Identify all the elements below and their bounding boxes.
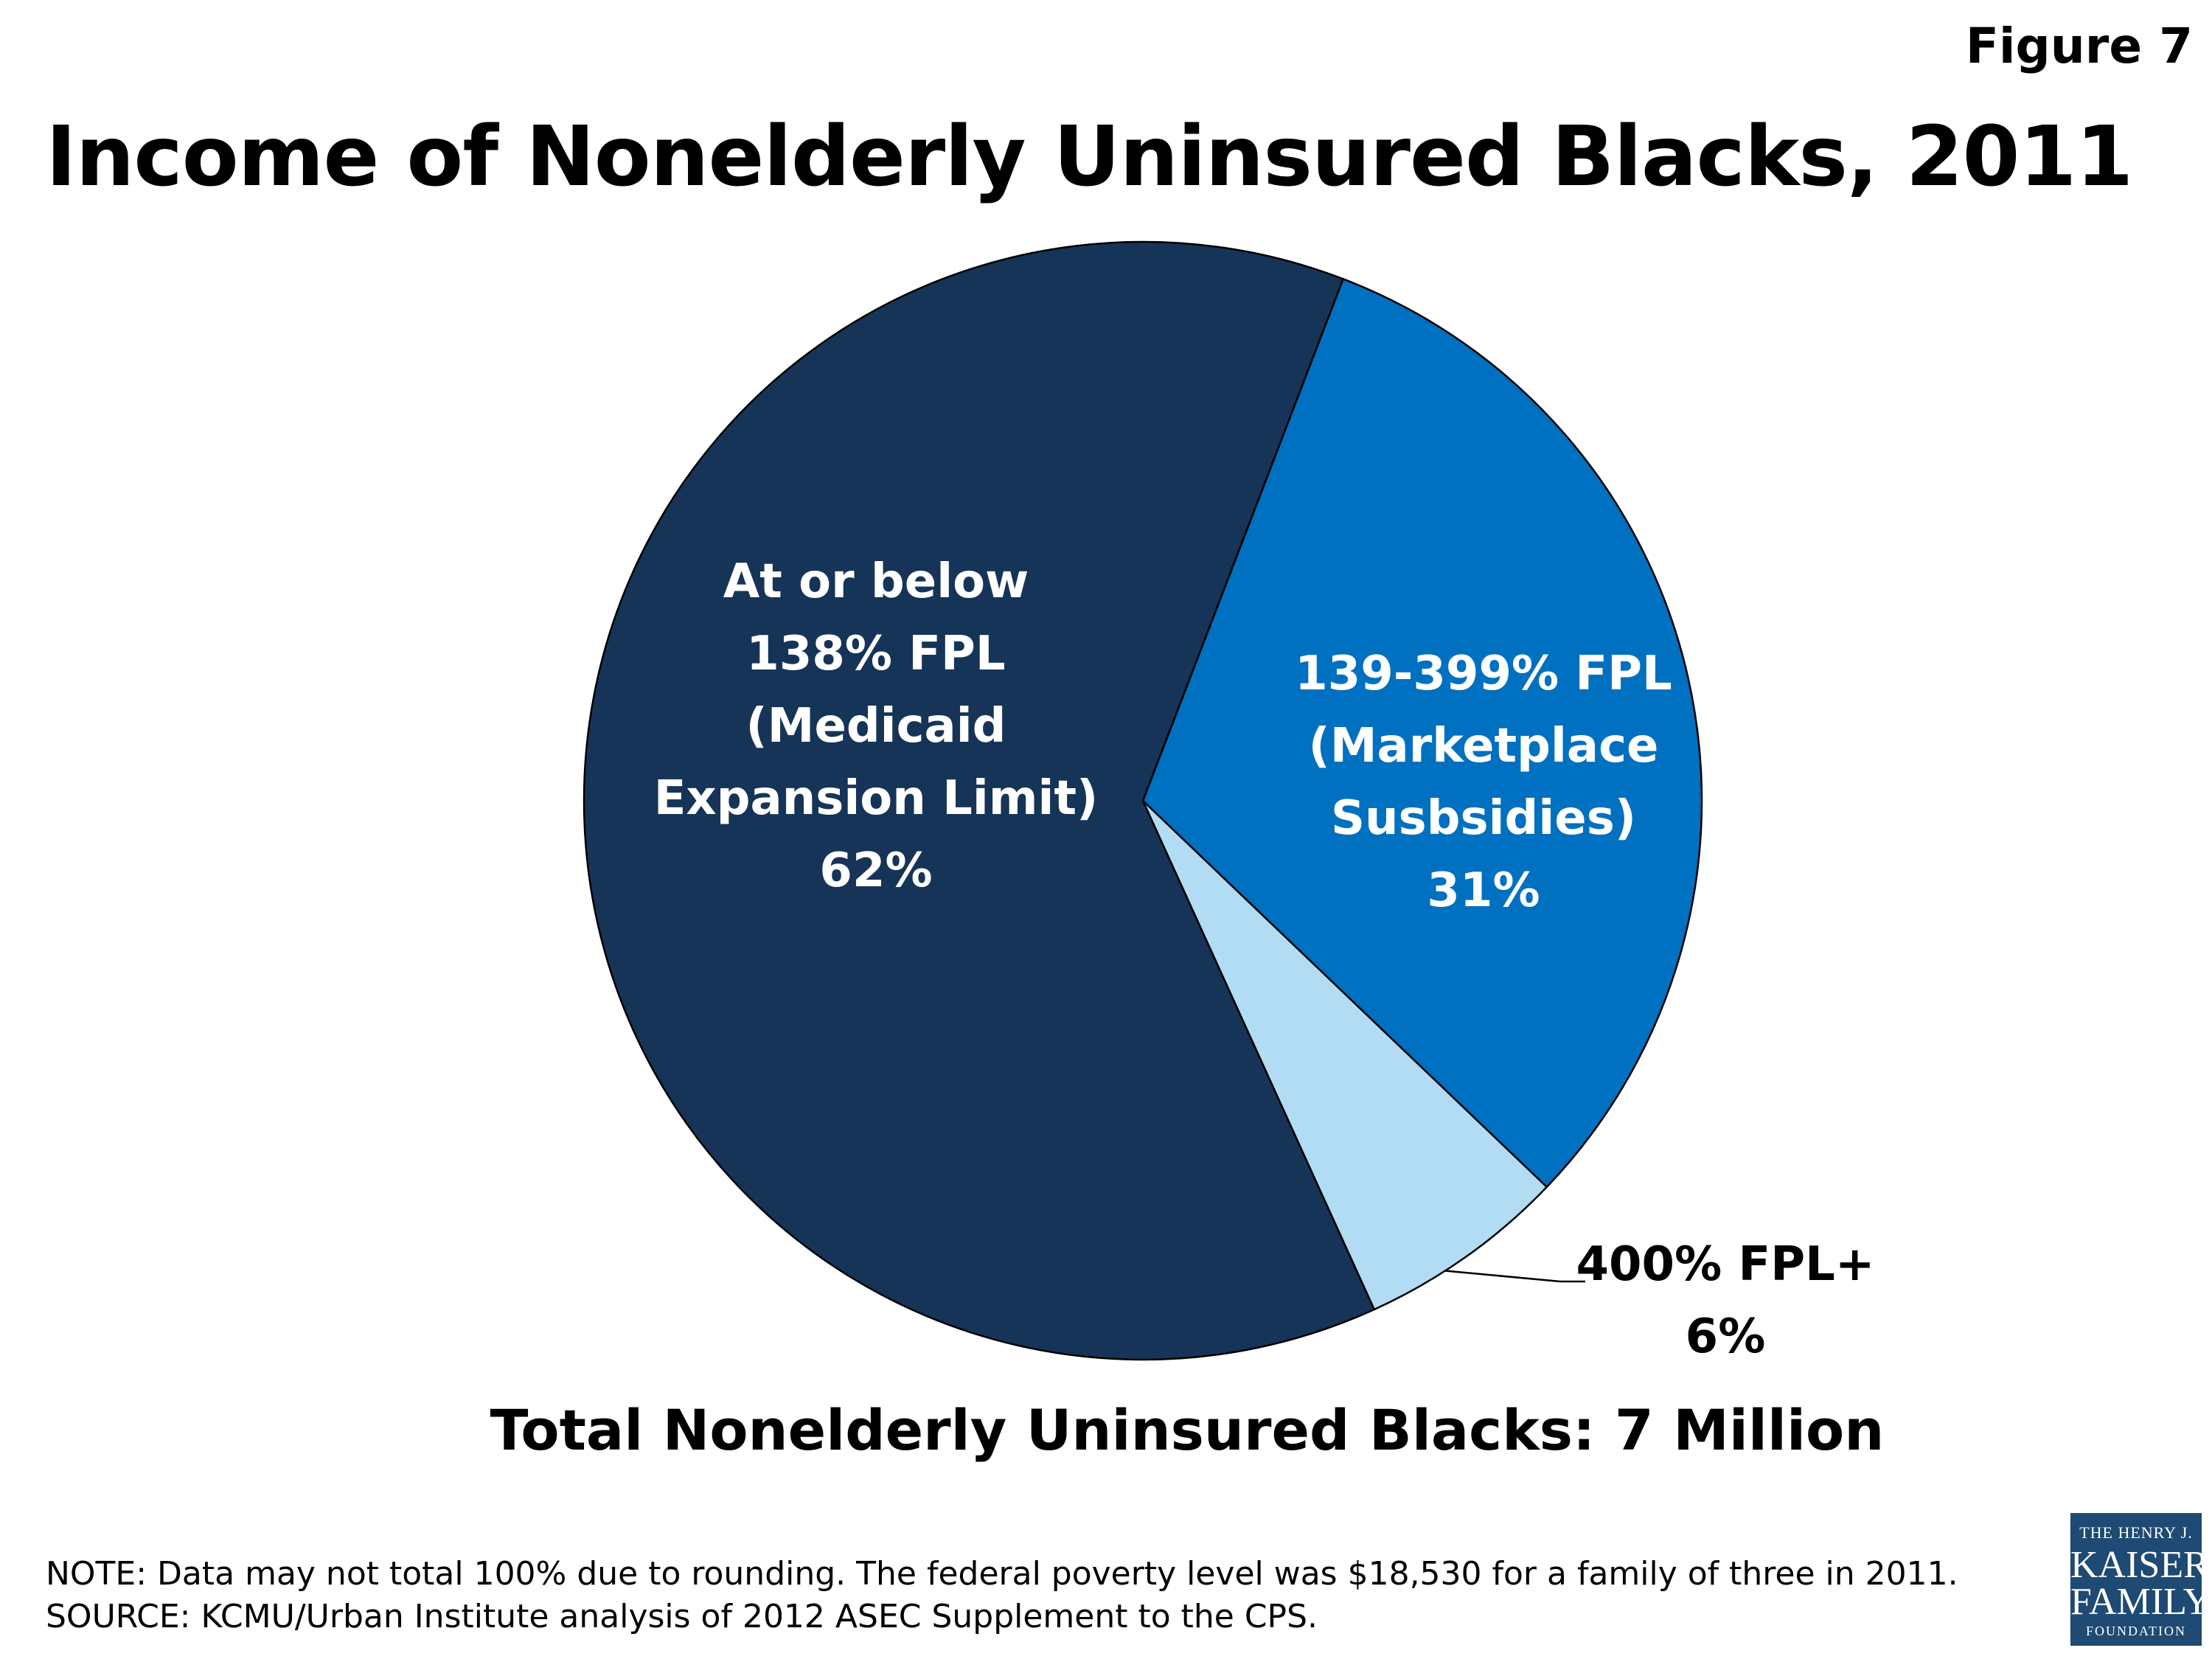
note-text: NOTE: Data may not total 100% due to rou…: [46, 1555, 1958, 1593]
pie-slice-1: [1141, 800, 1548, 1311]
logo-line-1: THE HENRY J.: [2079, 1523, 2193, 1542]
kaiser-family-foundation-logo: THE HENRY J. KAISER FAMILY FOUNDATION: [2070, 1513, 2211, 1646]
leader-line-1: [1444, 1270, 1585, 1283]
source-text: SOURCE: KCMU/Urban Institute analysis of…: [46, 1598, 1318, 1635]
figure-label: Figure 7: [1965, 18, 2193, 74]
slice-label-1: 400% FPL+ 6%: [1576, 1237, 1874, 1364]
logo-line-2: KAISER: [2070, 1544, 2209, 1586]
pie-slice-0: [1141, 277, 1703, 1189]
slice-label-0: 139-399% FPL (Marketplace Susbsidies) 31%: [1295, 647, 1672, 918]
pie-slice-2: [582, 240, 1376, 1361]
footnotes: NOTE: Data may not total 100% due to rou…: [46, 1553, 1958, 1638]
total-label: Total Nonelderly Uninsured Blacks: 7 Mil…: [490, 1397, 1885, 1463]
chart-title: Income of Nonelderly Uninsured Blacks, 2…: [46, 109, 2133, 205]
logo-line-3: FAMILY: [2070, 1581, 2211, 1623]
slice-label-2: At or below 138% FPL (Medicaid Expansion Li…: [654, 554, 1099, 898]
logo-line-4: FOUNDATION: [2086, 1624, 2186, 1638]
